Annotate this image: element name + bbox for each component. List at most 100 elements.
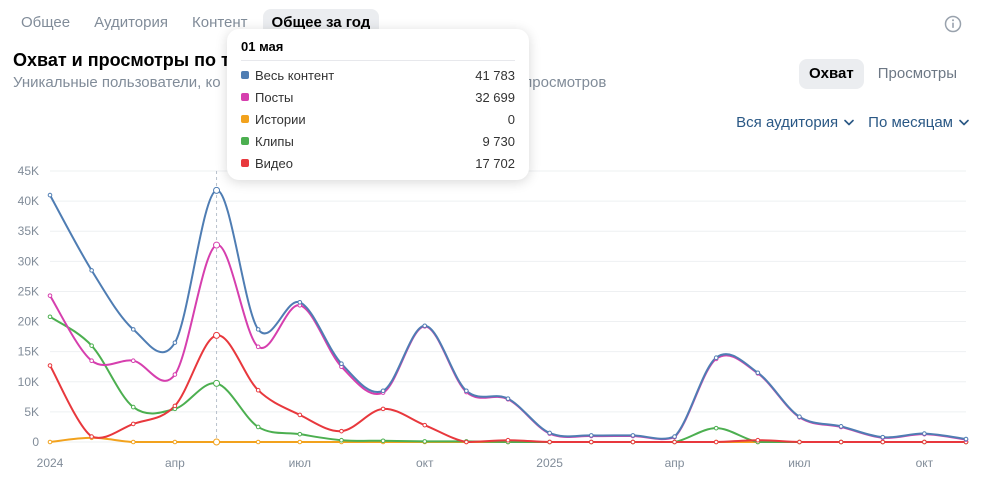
data-point[interactable]: [172, 372, 178, 377]
data-point[interactable]: [213, 241, 221, 249]
data-point[interactable]: [464, 388, 469, 394]
data-point[interactable]: [380, 438, 386, 444]
tooltip-date: 01 мая: [241, 39, 284, 54]
tooltip-series-value: 17 702: [475, 156, 515, 171]
data-point[interactable]: [213, 438, 221, 446]
tab-content[interactable]: Контент: [191, 14, 248, 31]
data-point[interactable]: [297, 439, 303, 445]
data-point[interactable]: [630, 439, 636, 445]
data-point[interactable]: [130, 327, 136, 332]
tab-audience[interactable]: Аудитория: [94, 14, 168, 31]
data-point[interactable]: [672, 434, 677, 439]
data-point[interactable]: [255, 344, 261, 350]
data-point[interactable]: [422, 422, 428, 428]
data-point[interactable]: [588, 439, 594, 445]
data-point[interactable]: [213, 331, 221, 339]
data-point[interactable]: [838, 424, 844, 429]
data-point[interactable]: [130, 358, 136, 364]
tooltip-divider: [241, 60, 515, 61]
x-tick-label: окт: [916, 456, 934, 470]
data-point[interactable]: [130, 404, 136, 410]
y-tick-label: 5K: [24, 405, 39, 419]
data-point[interactable]: [380, 406, 386, 412]
data-point[interactable]: [755, 370, 761, 376]
data-point[interactable]: [47, 293, 53, 298]
data-point[interactable]: [880, 434, 886, 440]
data-point[interactable]: [630, 433, 636, 438]
section-tabs: Общее Аудитория Контент Общее за год: [12, 9, 380, 39]
info-icon[interactable]: [944, 15, 962, 33]
data-point[interactable]: [172, 439, 178, 445]
audience-dropdown[interactable]: Вся аудитория: [736, 114, 854, 131]
data-point[interactable]: [297, 431, 303, 437]
data-point[interactable]: [547, 430, 552, 436]
data-point[interactable]: [464, 439, 469, 445]
tooltip-series-value: 41 783: [475, 68, 515, 83]
data-point[interactable]: [339, 361, 344, 367]
data-point[interactable]: [838, 439, 844, 445]
data-point[interactable]: [380, 388, 386, 394]
data-point[interactable]: [755, 437, 761, 443]
data-point[interactable]: [339, 428, 344, 434]
tooltip-series-label: Посты: [255, 90, 294, 105]
data-point[interactable]: [422, 323, 428, 329]
tooltip-series-value: 9 730: [482, 134, 515, 149]
data-point[interactable]: [797, 414, 802, 420]
data-point[interactable]: [213, 186, 221, 194]
data-point[interactable]: [47, 314, 53, 320]
chevron-down-icon: [959, 119, 969, 126]
series-line: [49, 334, 966, 443]
y-tick-label: 35K: [18, 224, 39, 238]
data-point[interactable]: [89, 343, 94, 348]
x-tick-label: июл: [289, 456, 311, 470]
y-tick-label: 45K: [18, 164, 39, 178]
data-point[interactable]: [255, 387, 261, 393]
data-point[interactable]: [47, 192, 53, 198]
data-point[interactable]: [713, 425, 719, 431]
x-tick-label: июл: [788, 456, 810, 470]
data-point[interactable]: [89, 268, 94, 273]
data-point[interactable]: [172, 403, 178, 409]
period-dropdown[interactable]: По месяцам: [868, 114, 969, 131]
data-point[interactable]: [213, 379, 221, 387]
tooltip-row: Истории 0: [241, 109, 515, 129]
data-point[interactable]: [297, 299, 303, 305]
reach-button[interactable]: Охват: [799, 59, 864, 89]
tooltip-row: Клипы 9 730: [241, 131, 515, 151]
x-tick-label: 2024: [37, 456, 64, 470]
y-tick-label: 40K: [18, 194, 39, 208]
data-point[interactable]: [922, 439, 927, 445]
data-point[interactable]: [963, 436, 969, 442]
data-point[interactable]: [89, 358, 94, 364]
data-point[interactable]: [505, 437, 511, 443]
data-point[interactable]: [255, 424, 261, 430]
tab-general[interactable]: Общее: [21, 14, 71, 31]
views-button[interactable]: Просмотры: [877, 65, 958, 82]
data-point[interactable]: [672, 439, 677, 445]
data-point[interactable]: [880, 439, 886, 445]
data-point[interactable]: [47, 363, 53, 368]
data-point[interactable]: [130, 421, 136, 427]
tooltip-row: Посты 32 699: [241, 87, 515, 107]
data-point[interactable]: [505, 396, 511, 401]
data-point[interactable]: [547, 439, 552, 445]
data-point[interactable]: [172, 340, 178, 345]
y-tick-label: 25K: [18, 284, 39, 298]
data-point[interactable]: [339, 437, 344, 443]
data-point[interactable]: [255, 327, 261, 332]
data-point[interactable]: [255, 439, 261, 445]
data-point[interactable]: [47, 439, 53, 445]
data-point[interactable]: [297, 412, 303, 418]
y-tick-label: 20K: [18, 315, 39, 329]
data-point[interactable]: [797, 439, 802, 445]
audience-dropdown-label: Вся аудитория: [736, 114, 839, 131]
data-point[interactable]: [89, 434, 94, 439]
data-point[interactable]: [713, 439, 719, 445]
data-point[interactable]: [713, 355, 719, 360]
data-point[interactable]: [422, 439, 428, 444]
tooltip-row: Весь контент 41 783: [241, 65, 515, 85]
data-point[interactable]: [588, 433, 594, 438]
data-point[interactable]: [130, 439, 136, 445]
data-point[interactable]: [922, 431, 927, 436]
